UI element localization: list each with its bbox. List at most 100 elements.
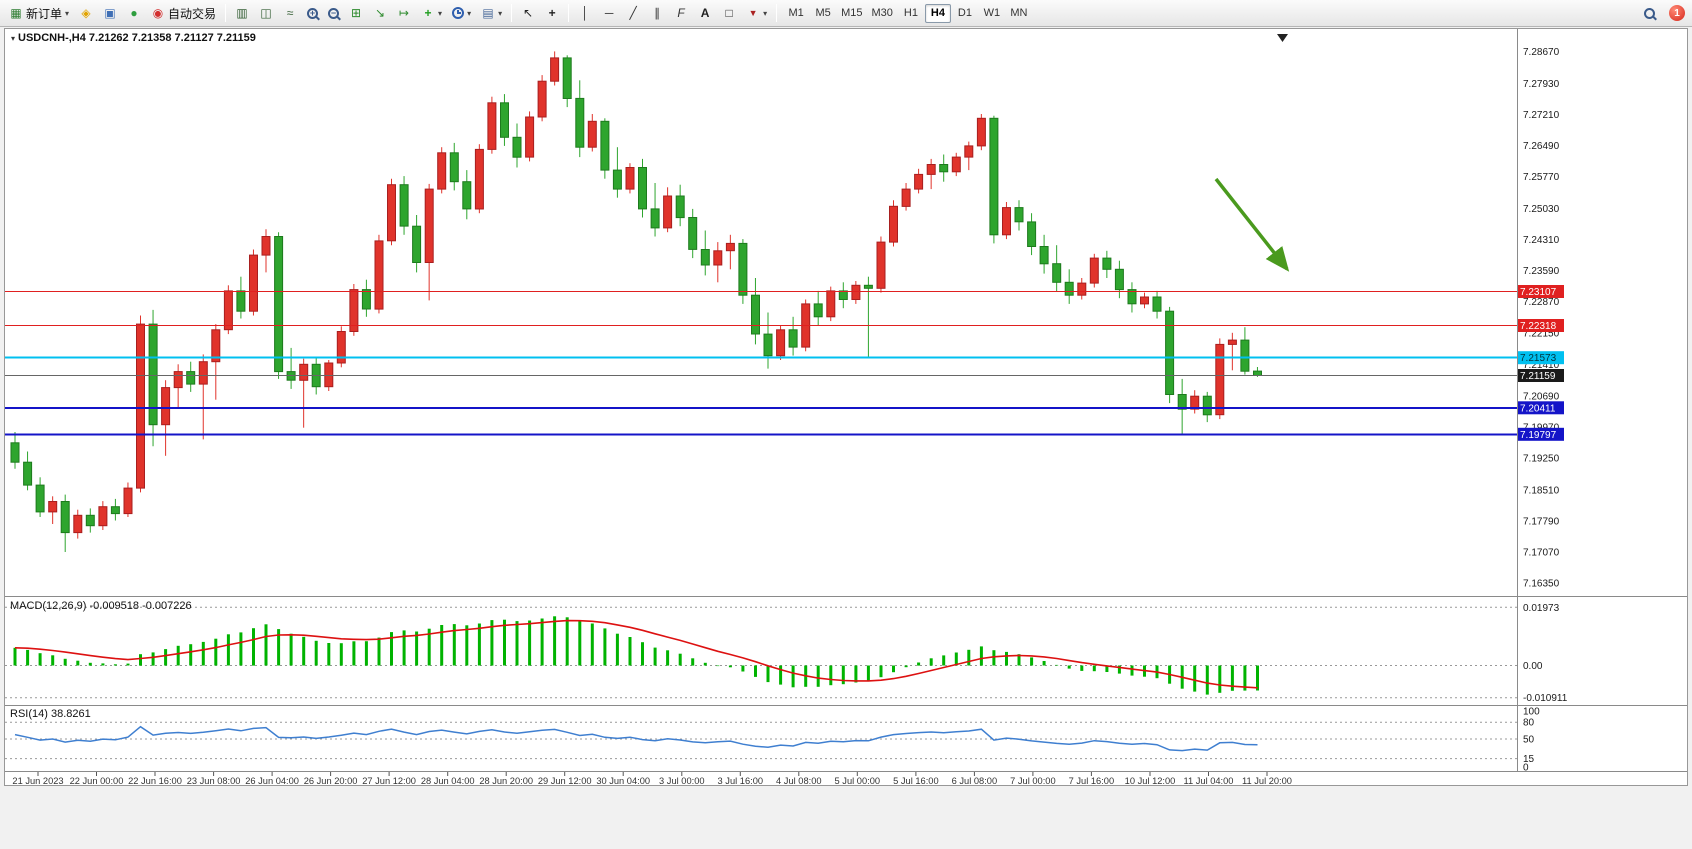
macd-pane: 0.01973 0.00 -0.010911 — [5, 603, 1568, 704]
svg-text:7 Jul 16:00: 7 Jul 16:00 — [1069, 776, 1115, 785]
auto-scroll-button[interactable]: ↘ — [369, 3, 391, 24]
periods-button[interactable]: ▾ — [448, 3, 475, 24]
accounts-button[interactable]: ▣ — [99, 3, 121, 24]
timeframe-d1[interactable]: D1 — [952, 4, 978, 23]
text-tool-button[interactable]: A — [694, 3, 716, 24]
svg-text:7.21159: 7.21159 — [1520, 371, 1556, 382]
svg-text:7.27930: 7.27930 — [1523, 79, 1560, 90]
svg-text:28 Jun 04:00: 28 Jun 04:00 — [421, 776, 475, 785]
timeframe-h4[interactable]: H4 — [924, 3, 951, 23]
community-button[interactable]: ● — [123, 3, 145, 24]
cursor-button[interactable]: ↖ — [517, 3, 539, 24]
svg-text:5 Jul 16:00: 5 Jul 16:00 — [893, 776, 939, 785]
svg-text:3 Jul 00:00: 3 Jul 00:00 — [659, 776, 705, 785]
svg-text:3 Jul 16:00: 3 Jul 16:00 — [718, 776, 764, 785]
svg-text:7.22318: 7.22318 — [1520, 321, 1557, 332]
new-order-button[interactable]: ▦ 新订单 ▾ — [5, 3, 73, 24]
timeframe-h1[interactable]: H1 — [898, 4, 924, 23]
timeframe-m15[interactable]: M15 — [837, 4, 866, 23]
toolbar-separator — [568, 4, 570, 22]
price-tag-7.21159 — [1517, 369, 1564, 382]
svg-text:100: 100 — [1523, 707, 1540, 718]
time-axis[interactable]: 21 Jun 2023 22 Jun 00:00 22 Jun 16:00 23 Ju… — [12, 772, 1292, 785]
timeframe-mn[interactable]: MN — [1006, 4, 1032, 23]
timeframe-m5[interactable]: M5 — [810, 4, 836, 23]
fibonacci-icon: F — [677, 6, 685, 20]
svg-text:4 Jul 08:00: 4 Jul 08:00 — [776, 776, 822, 785]
candlestick-button[interactable]: ◫ — [255, 3, 277, 24]
autotrade-button[interactable]: ◉ 自动交易 — [147, 3, 220, 24]
timeframe-m30[interactable]: M30 — [868, 4, 897, 23]
chevron-down-icon: ▾ — [438, 8, 443, 18]
fibonacci-button[interactable]: F — [670, 3, 692, 24]
horizontal-line-icon: ─ — [604, 6, 614, 20]
svg-text:7.20411: 7.20411 — [1520, 403, 1556, 414]
svg-text:23 Jun 08:00: 23 Jun 08:00 — [187, 776, 241, 785]
price-tag-7.20411 — [1517, 401, 1564, 415]
svg-text:7.22870: 7.22870 — [1523, 297, 1560, 308]
text-tool-icon: A — [700, 6, 710, 20]
bar-chart-button[interactable]: ▥ — [231, 3, 253, 24]
trendline-icon: ╱ — [629, 6, 637, 20]
rsi-line — [14, 725, 1258, 752]
line-chart-icon: ≈ — [286, 6, 294, 20]
beacon-icon: ◈ — [81, 6, 91, 20]
text-label-icon: □ — [725, 6, 733, 20]
vertical-line-button[interactable]: │ — [574, 3, 596, 24]
chart-shift-button[interactable]: ↦ — [393, 3, 415, 24]
scroll-to-end-marker[interactable] — [1277, 34, 1288, 42]
svg-text:21 Jun 2023: 21 Jun 2023 — [12, 776, 63, 785]
zoom-in-button[interactable]: + — [303, 3, 322, 24]
channel-button[interactable]: ∥ — [646, 3, 668, 24]
notification-badge[interactable]: 1 — [1669, 5, 1685, 21]
svg-text:7.20690: 7.20690 — [1523, 391, 1560, 402]
svg-text:26 Jun 20:00: 26 Jun 20:00 — [304, 776, 358, 785]
line-chart-button[interactable]: ≈ — [279, 3, 301, 24]
svg-text:7.23590: 7.23590 — [1523, 266, 1560, 277]
autotrade-icon: ◉ — [152, 6, 164, 20]
bar-chart-icon: ▥ — [236, 6, 248, 20]
toolbar-separator — [776, 4, 778, 22]
templates-icon: ▤ — [482, 6, 494, 20]
clock-icon — [452, 7, 465, 19]
svg-text:7.17070: 7.17070 — [1523, 548, 1560, 559]
svg-text:28 Jun 20:00: 28 Jun 20:00 — [479, 776, 533, 785]
search-button[interactable] — [1640, 3, 1659, 24]
svg-text:22 Jun 00:00: 22 Jun 00:00 — [70, 776, 124, 785]
search-icon — [1644, 7, 1655, 19]
svg-text:27 Jun 12:00: 27 Jun 12:00 — [362, 776, 416, 785]
crosshair-button[interactable]: + — [541, 3, 563, 24]
chart-canvas[interactable]: 7.28670 7.27930 7.27210 7.26490 7.25770 7.250… — [5, 29, 1687, 785]
trend-arrow-annotation[interactable] — [1214, 177, 1290, 272]
svg-text:11 Jul 04:00: 11 Jul 04:00 — [1184, 776, 1234, 785]
trendline-button[interactable]: ╱ — [622, 3, 644, 24]
zoom-in-icon: + — [307, 7, 319, 19]
price-tag-7.21573 — [1517, 351, 1564, 365]
svg-text:7.25030: 7.25030 — [1523, 204, 1560, 215]
templates-button[interactable]: ▤ ▾ — [477, 3, 506, 24]
tile-windows-button[interactable]: ⊞ — [345, 3, 367, 24]
guide-button[interactable]: ◈ — [75, 3, 97, 24]
crosshair-icon: + — [548, 6, 556, 20]
auto-scroll-icon: ↘ — [375, 6, 386, 20]
svg-text:5 Jul 00:00: 5 Jul 00:00 — [835, 776, 881, 785]
timeframe-toolbar: M1 M5 M15 M30 H1 H4 D1 W1 MN — [783, 3, 1032, 23]
svg-text:7.18510: 7.18510 — [1523, 485, 1560, 496]
price-tag-7.19797 — [1517, 427, 1564, 441]
cursor-icon: ↖ — [523, 6, 534, 20]
svg-text:7 Jul 00:00: 7 Jul 00:00 — [1010, 776, 1056, 785]
toolbar-separator — [511, 4, 513, 22]
chevron-down-icon: ▾ — [763, 8, 768, 18]
text-label-button[interactable]: □ — [718, 3, 740, 24]
arrows-tool-icon: ▼ — [748, 7, 758, 18]
candlestick-icon: ◫ — [260, 6, 272, 20]
timeframe-m1[interactable]: M1 — [783, 4, 809, 23]
timeframe-w1[interactable]: W1 — [979, 4, 1005, 23]
price-scale[interactable]: 7.28670 7.27930 7.27210 7.26490 7.25770 7.250… — [1523, 47, 1560, 590]
autotrade-label: 自动交易 — [168, 6, 217, 21]
add-indicator-button[interactable]: + ▾ — [417, 3, 446, 24]
horizontal-line-button[interactable]: ─ — [598, 3, 620, 24]
arrows-tool-button[interactable]: ▼ ▾ — [742, 3, 771, 24]
tile-windows-icon: ⊞ — [351, 6, 362, 20]
zoom-out-button[interactable]: − — [324, 3, 343, 24]
